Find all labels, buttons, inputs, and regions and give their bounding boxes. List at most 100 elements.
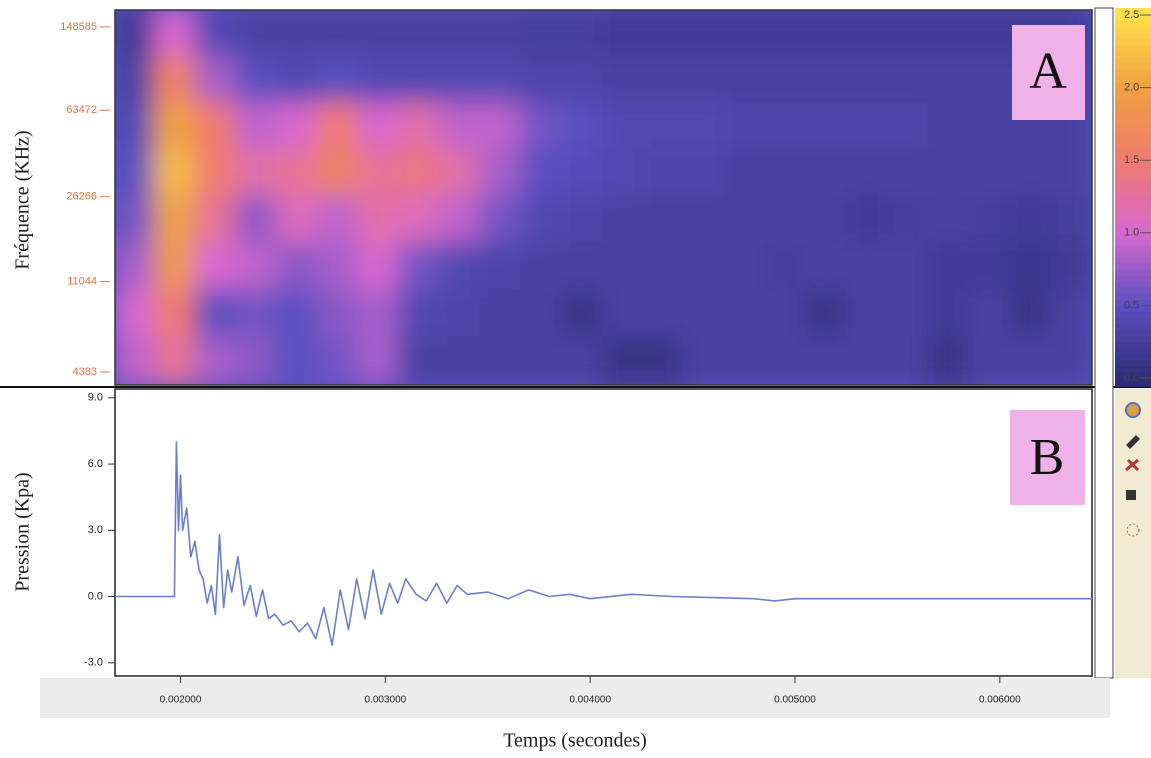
heat-cell: [764, 242, 810, 294]
colorbar-step: [1115, 268, 1151, 276]
heat-cell: [316, 148, 362, 200]
heat-cell: [682, 289, 728, 341]
heat-cell: [845, 289, 891, 341]
heat-cell: [642, 195, 687, 247]
colorbar-step: [1115, 20, 1151, 28]
heat-cell: [886, 336, 932, 385]
colorbar-step: [1115, 335, 1151, 343]
heat-cell: [682, 101, 728, 153]
heat-cell: [845, 10, 891, 59]
x-tick-label: 0.003000: [365, 695, 407, 706]
colorbar-step: [1115, 238, 1151, 246]
heat-cell: [438, 195, 484, 247]
heat-cell: [316, 54, 362, 106]
colorbar-step: [1115, 256, 1151, 264]
heat-cell: [235, 242, 280, 294]
colorbar-step: [1115, 208, 1151, 216]
heat-cell: [642, 54, 687, 106]
heat-cell: [115, 242, 158, 294]
colorbar-step: [1115, 365, 1151, 373]
x-tick-label: 0.005000: [774, 695, 816, 706]
heat-cell: [601, 195, 647, 247]
heat-cell: [316, 10, 362, 59]
colorbar-cap: [1115, 378, 1151, 387]
colorbar-tick-label: 2.5: [1124, 9, 1139, 21]
y-tick-label: 26266: [66, 191, 97, 203]
colorbar-step: [1115, 123, 1151, 131]
y-axis-title: Pression (Kpa): [12, 472, 34, 591]
heat-cell: [194, 54, 240, 106]
colorbar-step: [1115, 183, 1151, 191]
heat-cell: [886, 242, 932, 294]
heat-cell: [235, 101, 280, 153]
heat-cell: [642, 101, 687, 153]
colorbar-step: [1115, 189, 1151, 197]
colorbar-step: [1115, 93, 1151, 101]
heat-cell: [927, 289, 972, 341]
heat-cell: [438, 336, 484, 385]
colorbar-step: [1115, 50, 1151, 58]
heat-cell: [845, 242, 891, 294]
heat-cell: [764, 289, 810, 341]
panel-label: B: [1030, 429, 1065, 486]
heat-cell: [642, 10, 687, 59]
heat-cell: [357, 242, 402, 294]
label-box: [1012, 25, 1085, 120]
heat-cell: [153, 10, 199, 59]
y-tick-label: 3.0: [88, 524, 103, 536]
colorbar-step: [1115, 214, 1151, 222]
heat-cell: [357, 54, 402, 106]
heat-cell: [601, 336, 647, 385]
label-box: [1010, 410, 1085, 505]
heat-cell: [560, 336, 606, 385]
heat-cell: [235, 289, 280, 341]
colorbar-step: [1115, 226, 1151, 234]
heat-cell: [560, 148, 606, 200]
colorbar-step: [1115, 304, 1151, 312]
heat-cell: [115, 336, 158, 385]
colorbar-step: [1115, 129, 1151, 137]
heat-cell: [886, 54, 932, 106]
heat-cell: [927, 10, 972, 59]
heat-cell: [397, 336, 443, 385]
colorbar-step: [1115, 371, 1151, 379]
heat-cell: [682, 195, 728, 247]
colorbar-step: [1115, 196, 1151, 204]
tool-icon: [1125, 458, 1140, 472]
colorbar-step: [1115, 359, 1151, 367]
heat-cell: [1008, 289, 1054, 341]
heat-cell: [967, 242, 1013, 294]
heat-cell: [601, 148, 647, 200]
side-strip: [1094, 7, 1114, 679]
heat-cell: [1008, 242, 1054, 294]
heat-cell: [927, 148, 972, 200]
heat-cell: [520, 54, 565, 106]
colorbar-step: [1115, 202, 1151, 210]
heat-cell: [723, 101, 769, 153]
heat-cell: [886, 195, 932, 247]
colorbar-step: [1115, 220, 1151, 228]
x-tick-label: 0.002000: [160, 695, 202, 706]
heat-cell: [560, 289, 606, 341]
heat-cell: [764, 54, 810, 106]
heat-cell: [723, 242, 769, 294]
colorbar-step: [1115, 68, 1151, 76]
heat-cell: [560, 242, 606, 294]
heat-cell: [642, 336, 687, 385]
heat-cell: [967, 10, 1013, 59]
colorbar-tick-label: 0.0: [1124, 372, 1139, 384]
x-tick-label: 0.004000: [569, 695, 611, 706]
heat-cell: [520, 289, 565, 341]
y-axis-title: Fréquence (KHz): [12, 130, 34, 269]
heat-cell: [845, 101, 891, 153]
colorbar-step: [1115, 38, 1151, 46]
colorbar-step: [1115, 105, 1151, 113]
heat-cell: [235, 10, 280, 59]
heat-cell: [764, 336, 810, 385]
heat-cell: [397, 10, 443, 59]
heat-cell: [886, 101, 932, 153]
colorbar-step: [1115, 317, 1151, 325]
heat-cell: [520, 336, 565, 385]
heat-cell: [115, 195, 158, 247]
heat-cell: [479, 10, 525, 59]
